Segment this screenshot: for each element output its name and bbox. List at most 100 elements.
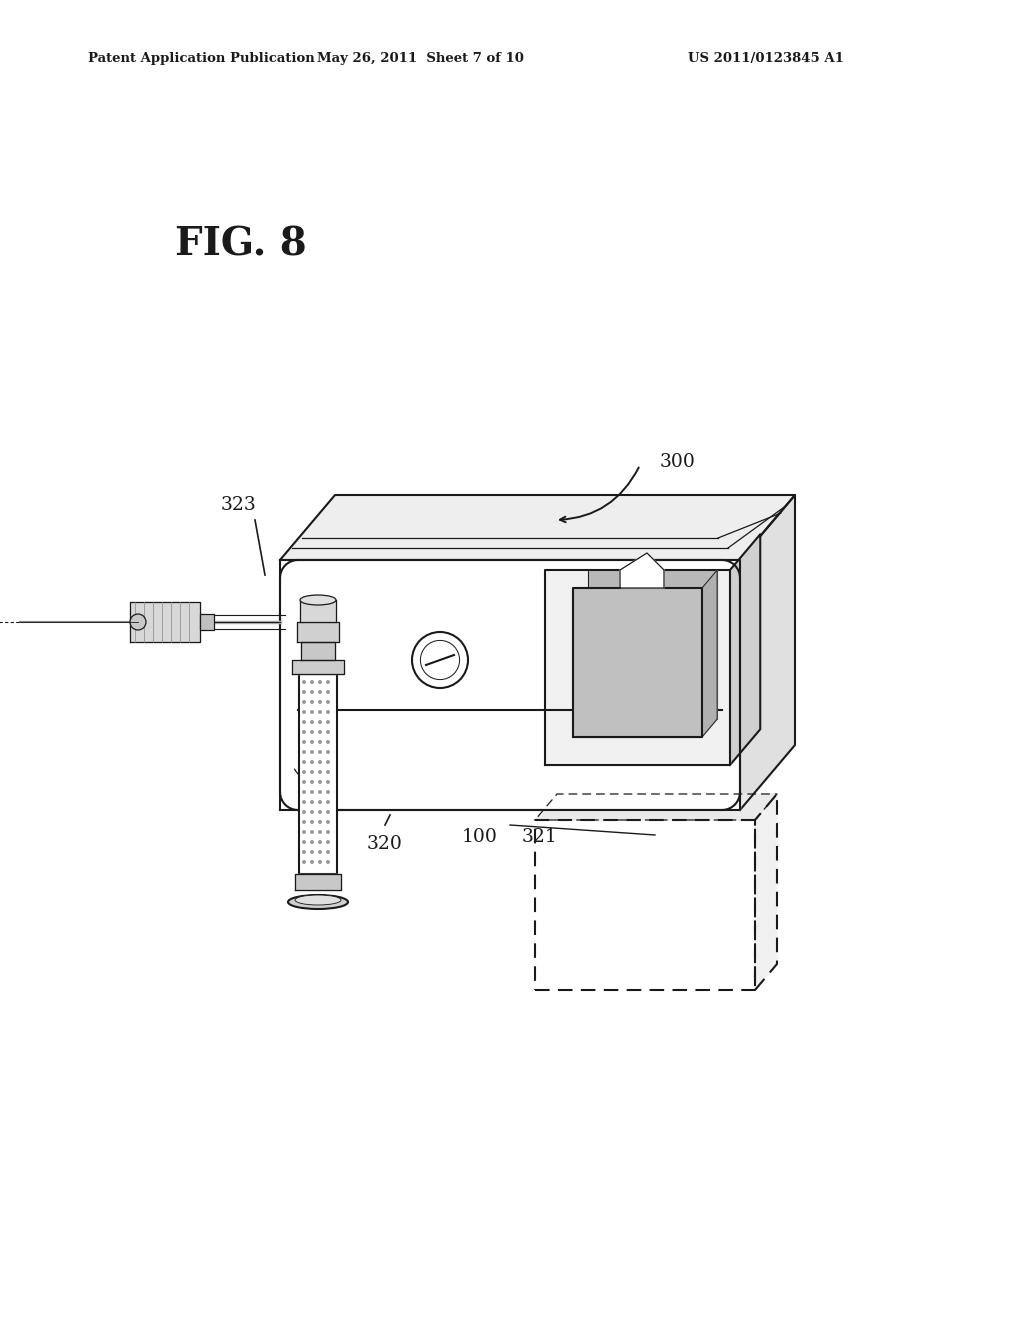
Circle shape: [310, 760, 314, 764]
Circle shape: [302, 750, 306, 754]
Circle shape: [326, 760, 330, 764]
Circle shape: [310, 800, 314, 804]
Circle shape: [318, 830, 322, 834]
Circle shape: [310, 850, 314, 854]
Circle shape: [302, 789, 306, 795]
Circle shape: [310, 820, 314, 824]
Circle shape: [310, 830, 314, 834]
Circle shape: [310, 730, 314, 734]
Circle shape: [318, 680, 322, 684]
Circle shape: [318, 719, 322, 723]
Circle shape: [326, 850, 330, 854]
Polygon shape: [535, 820, 755, 990]
Bar: [299, 675, 337, 874]
Circle shape: [310, 789, 314, 795]
Text: US 2011/0123845 A1: US 2011/0123845 A1: [688, 51, 844, 65]
Circle shape: [302, 700, 306, 704]
Circle shape: [318, 840, 322, 843]
Circle shape: [302, 780, 306, 784]
Circle shape: [310, 780, 314, 784]
Circle shape: [326, 770, 330, 774]
Polygon shape: [755, 795, 777, 990]
Circle shape: [318, 700, 322, 704]
Polygon shape: [297, 622, 339, 642]
Ellipse shape: [300, 595, 336, 605]
Polygon shape: [620, 553, 664, 587]
Text: 300: 300: [660, 453, 696, 471]
Circle shape: [302, 690, 306, 694]
Circle shape: [310, 690, 314, 694]
Circle shape: [310, 700, 314, 704]
Circle shape: [318, 861, 322, 865]
Circle shape: [310, 750, 314, 754]
Polygon shape: [300, 601, 336, 622]
Circle shape: [302, 770, 306, 774]
Circle shape: [302, 680, 306, 684]
Circle shape: [318, 770, 322, 774]
Circle shape: [302, 741, 306, 744]
Polygon shape: [545, 570, 730, 766]
Circle shape: [326, 830, 330, 834]
Circle shape: [302, 830, 306, 834]
Text: Patent Application Publication: Patent Application Publication: [88, 51, 314, 65]
Circle shape: [326, 690, 330, 694]
Circle shape: [326, 700, 330, 704]
Circle shape: [310, 770, 314, 774]
Polygon shape: [280, 560, 740, 810]
Text: 323: 323: [220, 496, 256, 513]
Polygon shape: [301, 642, 335, 660]
Circle shape: [318, 741, 322, 744]
Circle shape: [302, 840, 306, 843]
Circle shape: [318, 690, 322, 694]
Text: 320: 320: [367, 836, 402, 853]
Circle shape: [318, 850, 322, 854]
Circle shape: [302, 710, 306, 714]
Polygon shape: [588, 570, 717, 719]
Circle shape: [326, 861, 330, 865]
Text: 321: 321: [522, 828, 558, 846]
Circle shape: [318, 789, 322, 795]
Polygon shape: [702, 570, 717, 737]
Circle shape: [310, 861, 314, 865]
Polygon shape: [292, 660, 344, 675]
Circle shape: [318, 760, 322, 764]
Circle shape: [326, 780, 330, 784]
Circle shape: [310, 680, 314, 684]
Circle shape: [326, 680, 330, 684]
Circle shape: [326, 800, 330, 804]
Polygon shape: [280, 495, 795, 560]
Circle shape: [421, 640, 460, 680]
Circle shape: [412, 632, 468, 688]
Circle shape: [310, 741, 314, 744]
Circle shape: [310, 719, 314, 723]
Circle shape: [318, 730, 322, 734]
Polygon shape: [295, 874, 341, 890]
Circle shape: [302, 760, 306, 764]
Polygon shape: [535, 795, 777, 820]
Circle shape: [326, 719, 330, 723]
Polygon shape: [130, 602, 200, 642]
Circle shape: [302, 719, 306, 723]
Circle shape: [302, 800, 306, 804]
Circle shape: [302, 861, 306, 865]
Circle shape: [326, 710, 330, 714]
Circle shape: [130, 614, 146, 630]
Circle shape: [326, 741, 330, 744]
Circle shape: [302, 850, 306, 854]
Circle shape: [302, 730, 306, 734]
Text: May 26, 2011  Sheet 7 of 10: May 26, 2011 Sheet 7 of 10: [316, 51, 523, 65]
Circle shape: [302, 820, 306, 824]
Circle shape: [318, 780, 322, 784]
Circle shape: [318, 800, 322, 804]
Circle shape: [310, 840, 314, 843]
Circle shape: [318, 710, 322, 714]
Polygon shape: [573, 587, 702, 737]
Circle shape: [310, 810, 314, 814]
Ellipse shape: [295, 895, 341, 906]
Circle shape: [310, 710, 314, 714]
Circle shape: [326, 840, 330, 843]
Circle shape: [326, 750, 330, 754]
Circle shape: [302, 810, 306, 814]
Circle shape: [318, 750, 322, 754]
Circle shape: [318, 820, 322, 824]
